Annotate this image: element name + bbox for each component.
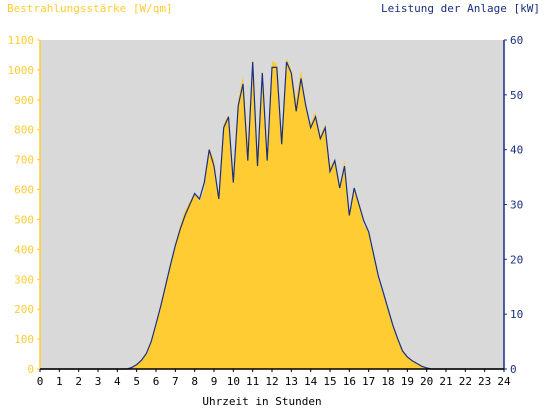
left-tick-label: 0 <box>27 363 34 376</box>
x-tick-label: 16 <box>343 375 356 388</box>
right-tick-label: 50 <box>510 89 523 102</box>
x-tick-label: 20 <box>420 375 433 388</box>
power-line <box>40 61 504 370</box>
x-tick-label: 11 <box>246 375 259 388</box>
x-tick-label: 9 <box>211 375 218 388</box>
left-tick-label: 500 <box>14 213 34 226</box>
left-tick-label: 100 <box>14 333 34 346</box>
x-tick-label: 23 <box>478 375 491 388</box>
left-tick-label: 900 <box>14 94 34 107</box>
x-tick-label: 15 <box>323 375 336 388</box>
right-axis-title: Leistung der Anlage [kW] <box>381 2 540 15</box>
x-tick-label: 7 <box>172 375 179 388</box>
left-tick-label: 1000 <box>8 64 35 77</box>
x-tick-label: 4 <box>114 375 121 388</box>
x-tick-label: 0 <box>37 375 44 388</box>
x-tick-label: 17 <box>362 375 375 388</box>
left-axis-title: Bestrahlungsstärke [W/qm] <box>7 2 173 15</box>
x-tick-label: 1 <box>56 375 63 388</box>
left-tick-label: 400 <box>14 243 34 256</box>
x-tick-label: 5 <box>133 375 140 388</box>
x-tick-label: 6 <box>153 375 160 388</box>
x-tick-label: 24 <box>497 375 511 388</box>
x-tick-label: 19 <box>401 375 414 388</box>
x-tick-label: 12 <box>265 375 278 388</box>
left-tick-label: 800 <box>14 124 34 137</box>
x-tick-label: 22 <box>459 375 472 388</box>
x-tick-label: 8 <box>191 375 198 388</box>
left-tick-label: 200 <box>14 303 34 316</box>
left-tick-label: 1100 <box>8 34 35 47</box>
right-tick-label: 40 <box>510 144 523 157</box>
right-tick-label: 20 <box>510 253 523 266</box>
x-tick-label: 18 <box>381 375 394 388</box>
tick-labels: 0100200300400500600700800900100011000102… <box>8 34 524 388</box>
x-tick-label: 13 <box>285 375 298 388</box>
left-tick-label: 700 <box>14 154 34 167</box>
right-tick-label: 10 <box>510 308 523 321</box>
left-tick-label: 600 <box>14 184 34 197</box>
right-tick-label: 60 <box>510 34 523 47</box>
x-tick-label: 21 <box>439 375 452 388</box>
left-tick-label: 300 <box>14 273 34 286</box>
irradiance-area <box>40 57 504 370</box>
axis-layer <box>37 39 507 372</box>
x-tick-label: 3 <box>95 375 102 388</box>
series-layer <box>40 57 504 370</box>
right-tick-label: 0 <box>510 363 517 376</box>
x-axis-title: Uhrzeit in Stunden <box>202 395 321 408</box>
x-tick-label: 14 <box>304 375 318 388</box>
x-tick-label: 10 <box>227 375 240 388</box>
x-tick-label: 2 <box>75 375 82 388</box>
right-tick-label: 30 <box>510 199 523 212</box>
